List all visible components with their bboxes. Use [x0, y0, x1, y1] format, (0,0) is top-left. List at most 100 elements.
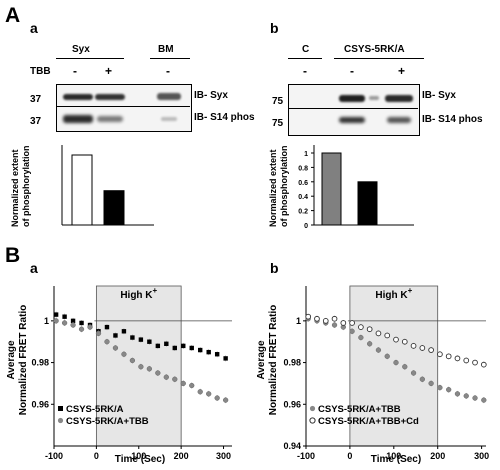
- bb-point-series1: [419, 376, 425, 382]
- bb-ytick-label: 1: [296, 316, 301, 326]
- bb-point-series2: [410, 343, 417, 349]
- bar-aa-ylabel-1: Normalized extent: [10, 149, 20, 227]
- ba-point-series2: [61, 320, 68, 326]
- bb-highk-label: High K+: [375, 286, 412, 301]
- ba-point-series1: [130, 335, 135, 340]
- ba-point-series1: [138, 337, 144, 342]
- bar-ab-ytick-label: 0.8: [298, 165, 308, 172]
- ba-highk-sup: +: [153, 286, 158, 295]
- bb-point-series2: [375, 330, 382, 337]
- bb-point-series1: [349, 328, 355, 334]
- ba-point-series2: [112, 345, 119, 351]
- bb-point-series1: [463, 393, 469, 399]
- group-underline-csys: [334, 58, 424, 59]
- ba-xtick-label: 100: [131, 451, 146, 461]
- bb-point-series1: [481, 397, 487, 403]
- ba-point-series1: [181, 343, 186, 349]
- lane-sign-b2: -: [350, 64, 354, 78]
- ib-label-phos-b: IB- S14 phos: [422, 114, 483, 125]
- ba-ytick-label: 1: [44, 316, 49, 326]
- group-label-syx: Syx: [72, 44, 90, 55]
- ba-point-series2: [163, 374, 169, 380]
- ba-point-series1: [189, 345, 194, 351]
- ba-point-series1: [223, 356, 228, 361]
- bb-point-series2: [463, 357, 470, 364]
- ba-highk-label: High K+: [120, 286, 157, 301]
- ba-point-series1: [121, 329, 127, 334]
- bb-ytick-label: 0.98: [283, 358, 301, 368]
- bb-point-series2: [419, 345, 426, 351]
- bar-aa-ylabel-2: of phosphorylation: [21, 146, 31, 228]
- ba-point-series2: [189, 382, 195, 389]
- bar-ab-1: [321, 152, 342, 226]
- ba-point-series2: [87, 324, 93, 330]
- ba-legend-marker: [57, 417, 64, 424]
- bar-ab-ytick-label: 1: [304, 151, 308, 158]
- lane-sign-2: +: [105, 64, 113, 78]
- bb-ylabel-1: Average: [256, 340, 267, 380]
- bar-chart-ab: Normalized extent of phosphorylation 0 0.…: [268, 145, 414, 230]
- bb-point-series2: [366, 326, 373, 333]
- band-b-phos-1: [339, 117, 365, 123]
- bb-ytick-label: 0.94: [283, 441, 301, 451]
- ba-point-series2: [121, 351, 127, 357]
- band-b-phos-2: [387, 117, 411, 123]
- lane-sign-3: -: [166, 64, 170, 78]
- lane-sign-b3: +: [398, 64, 406, 78]
- bb-xtick-label: 300: [474, 451, 489, 461]
- ba-ytick-label: 0.98: [31, 358, 49, 368]
- ba-point-series1: [206, 349, 211, 355]
- ba-point-series1: [53, 312, 59, 317]
- bb-point-series2: [480, 361, 487, 368]
- ba-point-series2: [146, 366, 153, 372]
- bb-xtick-label: 0: [347, 451, 352, 461]
- bb-point-series2: [384, 332, 391, 339]
- ba-point-series2: [138, 364, 144, 370]
- ba-xlabel: Time (Sec): [115, 454, 165, 465]
- ba-point-series1: [147, 339, 152, 344]
- bb-point-series1: [410, 370, 417, 376]
- group-label-c: C: [302, 44, 310, 55]
- band-phos-3: [161, 117, 177, 121]
- ib-label-phos-a: IB- S14 phos: [194, 112, 255, 123]
- bb-point-series2: [472, 359, 478, 366]
- bar-aa-2: [103, 190, 125, 226]
- bb-point-series1: [367, 341, 373, 347]
- ba-legend-marker: [58, 406, 63, 411]
- bb-point-series2: [322, 318, 329, 324]
- bb-point-series1: [393, 359, 399, 366]
- bb-legend-marker: [309, 417, 316, 424]
- bb-xtick-label: 100: [386, 451, 401, 461]
- mw-marker-2: 37: [30, 116, 42, 127]
- band-b-syx-2: [369, 96, 379, 100]
- ba-point-series1: [164, 341, 169, 346]
- bb-point-series2: [454, 355, 461, 362]
- bb-point-series2: [305, 313, 312, 320]
- band-b-syx-3: [385, 95, 413, 102]
- mw-marker-b2: 75: [272, 118, 284, 129]
- ba-point-series1: [62, 314, 67, 319]
- ba-xtick-label: -100: [45, 451, 63, 461]
- ba-xtick-label: 300: [216, 451, 231, 461]
- bb-point-series1: [437, 384, 443, 391]
- bb-point-series1: [472, 395, 478, 401]
- bar-ab-ytick-label: 0.6: [298, 180, 308, 187]
- ba-point-series2: [129, 357, 136, 364]
- group-underline-syx: [56, 58, 124, 59]
- band-b-syx-1: [339, 95, 365, 102]
- bb-point-series2: [358, 324, 364, 330]
- bb-legend-label: CSYS-5RK/A+TBB: [318, 404, 401, 415]
- ba-point-series1: [214, 352, 220, 357]
- bb-point-series2: [437, 351, 443, 358]
- band-phos-2: [97, 116, 123, 122]
- lane-sign-1: -: [73, 64, 77, 78]
- panel-aa-letter: a: [30, 20, 38, 36]
- ba-point-series2: [180, 380, 186, 387]
- bb-point-series2: [314, 315, 320, 322]
- band-phos-1: [63, 115, 93, 123]
- ba-ylabel-2: Normalized FRET Ratio: [18, 305, 29, 416]
- bar-ab-ytick-label: 0.4: [298, 194, 308, 201]
- ba-point-series1: [104, 324, 110, 330]
- bb-xtick-label: -100: [297, 451, 315, 461]
- bb-xtick-label: 200: [430, 451, 445, 461]
